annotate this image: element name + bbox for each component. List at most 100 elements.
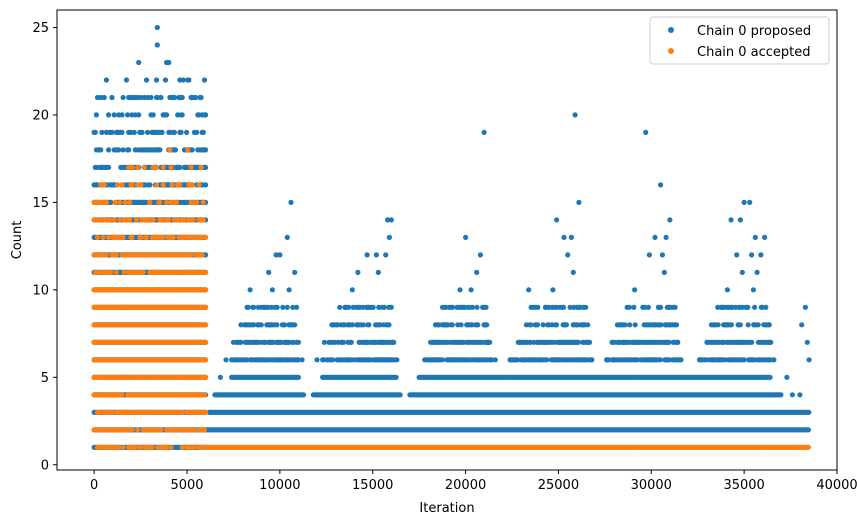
proposed-point	[477, 252, 483, 258]
proposed-point	[269, 287, 275, 293]
proposed-point	[576, 199, 582, 205]
proposed-point	[561, 234, 567, 240]
proposed-point	[737, 217, 744, 223]
proposed-point	[321, 339, 327, 345]
proposed-point	[563, 322, 570, 328]
proposed-point	[106, 112, 112, 118]
proposed-point	[728, 217, 734, 223]
proposed-point	[238, 339, 244, 345]
proposed-point	[157, 147, 163, 153]
proposed-point	[212, 392, 218, 398]
proposed-point	[123, 77, 130, 83]
proposed-point	[245, 304, 251, 310]
proposed-point	[203, 164, 209, 170]
proposed-point	[677, 357, 683, 363]
proposed-point	[120, 147, 126, 153]
proposed-point	[752, 304, 758, 310]
proposed-point	[568, 234, 575, 240]
proposed-point	[203, 182, 209, 188]
proposed-point	[301, 392, 307, 398]
accepted-point	[158, 427, 164, 433]
proposed-point	[337, 304, 343, 310]
proposed-point	[292, 322, 298, 328]
accepted-point	[129, 427, 135, 433]
proposed-point	[789, 392, 796, 398]
proposed-point	[747, 199, 753, 205]
proposed-point	[93, 112, 99, 118]
proposed-point	[528, 322, 534, 328]
proposed-point	[120, 94, 126, 101]
proposed-point	[364, 252, 370, 258]
proposed-point	[575, 339, 582, 345]
proposed-point	[348, 339, 354, 345]
proposed-point	[131, 129, 137, 135]
proposed-point	[739, 269, 745, 275]
proposed-point	[766, 322, 772, 328]
accepted-point	[120, 444, 126, 450]
proposed-point	[386, 322, 392, 328]
points-layer	[91, 24, 812, 450]
proposed-point	[295, 357, 301, 363]
proposed-point	[755, 322, 761, 328]
proposed-point	[632, 322, 638, 328]
proposed-point	[770, 357, 776, 363]
proposed-point	[295, 374, 301, 380]
proposed-point	[172, 147, 179, 153]
proposed-point	[126, 147, 132, 153]
accepted-point	[138, 444, 144, 450]
proposed-point	[487, 339, 493, 345]
proposed-point	[675, 339, 681, 345]
proposed-point	[588, 357, 595, 363]
proposed-point	[366, 322, 372, 328]
accepted-point	[97, 409, 103, 415]
proposed-point	[762, 234, 768, 240]
proposed-point	[481, 129, 487, 135]
proposed-point	[474, 269, 480, 275]
proposed-point	[99, 129, 105, 135]
proposed-point	[585, 322, 591, 328]
proposed-point	[750, 287, 757, 293]
proposed-point	[143, 77, 150, 83]
proposed-point	[806, 409, 812, 415]
proposed-point	[768, 339, 774, 345]
proposed-point	[136, 112, 142, 118]
proposed-point	[804, 339, 810, 345]
proposed-point	[458, 322, 464, 328]
proposed-point	[203, 147, 209, 153]
proposed-point	[391, 339, 397, 345]
proposed-point	[274, 322, 280, 328]
proposed-point	[203, 112, 209, 118]
proposed-point	[663, 234, 669, 240]
proposed-point	[286, 287, 292, 293]
proposed-point	[667, 217, 673, 223]
proposed-point	[277, 252, 283, 258]
proposed-point	[258, 322, 264, 328]
proposed-point	[179, 94, 185, 101]
proposed-point	[171, 94, 177, 101]
proposed-point	[171, 129, 177, 135]
proposed-point	[587, 339, 593, 345]
proposed-point	[645, 304, 652, 310]
proposed-point	[201, 77, 208, 83]
proposed-point	[657, 357, 663, 363]
accepted-point	[201, 392, 208, 398]
proposed-point	[534, 322, 541, 328]
proposed-point	[377, 322, 383, 328]
proposed-point	[154, 42, 160, 48]
proposed-point	[778, 392, 784, 398]
proposed-point	[526, 287, 532, 293]
proposed-point	[375, 269, 381, 275]
proposed-point	[737, 322, 744, 328]
proposed-point	[370, 304, 376, 310]
proposed-point	[158, 94, 164, 101]
proposed-point	[758, 252, 764, 258]
proposed-point	[208, 409, 214, 415]
proposed-point	[734, 252, 740, 258]
proposed-point	[553, 322, 560, 328]
proposed-point	[180, 77, 186, 83]
proposed-point	[474, 304, 480, 310]
proposed-point	[340, 339, 347, 345]
proposed-point	[672, 304, 678, 310]
proposed-point	[741, 199, 747, 205]
